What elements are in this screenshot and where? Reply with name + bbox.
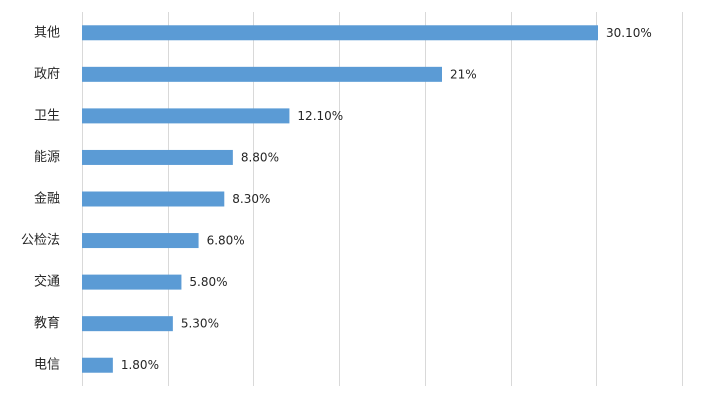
bars xyxy=(82,25,598,373)
category-label: 政府 xyxy=(34,67,60,82)
data-label: 12.10% xyxy=(297,109,343,123)
bar xyxy=(82,149,233,165)
bar xyxy=(82,274,182,290)
category-label: 交通 xyxy=(34,274,60,290)
category-label: 公检法 xyxy=(21,233,60,248)
data-label: 6.80% xyxy=(207,234,245,248)
data-label: 5.30% xyxy=(181,317,219,331)
data-label: 8.30% xyxy=(232,192,270,206)
data-label: 21% xyxy=(450,67,477,81)
value-labels: 30.10% 21% 12.10% 8.80% 8.30% 6.80% 5.80% 5.30%… xyxy=(121,26,652,372)
category-label: 金融 xyxy=(34,191,60,207)
category-label: 能源 xyxy=(34,150,60,165)
bar xyxy=(82,316,173,332)
category-label: 教育 xyxy=(34,315,60,331)
category-label: 卫生 xyxy=(34,108,60,123)
category-label: 电信 xyxy=(34,358,60,373)
category-label: 其他 xyxy=(34,25,60,40)
data-label: 8.80% xyxy=(241,150,279,164)
bar xyxy=(82,357,113,373)
bar xyxy=(82,25,598,41)
data-label: 5.80% xyxy=(189,275,227,289)
bar xyxy=(82,66,442,82)
data-label: 30.10% xyxy=(606,26,652,40)
bar xyxy=(82,191,225,207)
data-label: 1.80% xyxy=(121,358,159,372)
bar xyxy=(82,233,199,249)
bar xyxy=(82,108,290,124)
